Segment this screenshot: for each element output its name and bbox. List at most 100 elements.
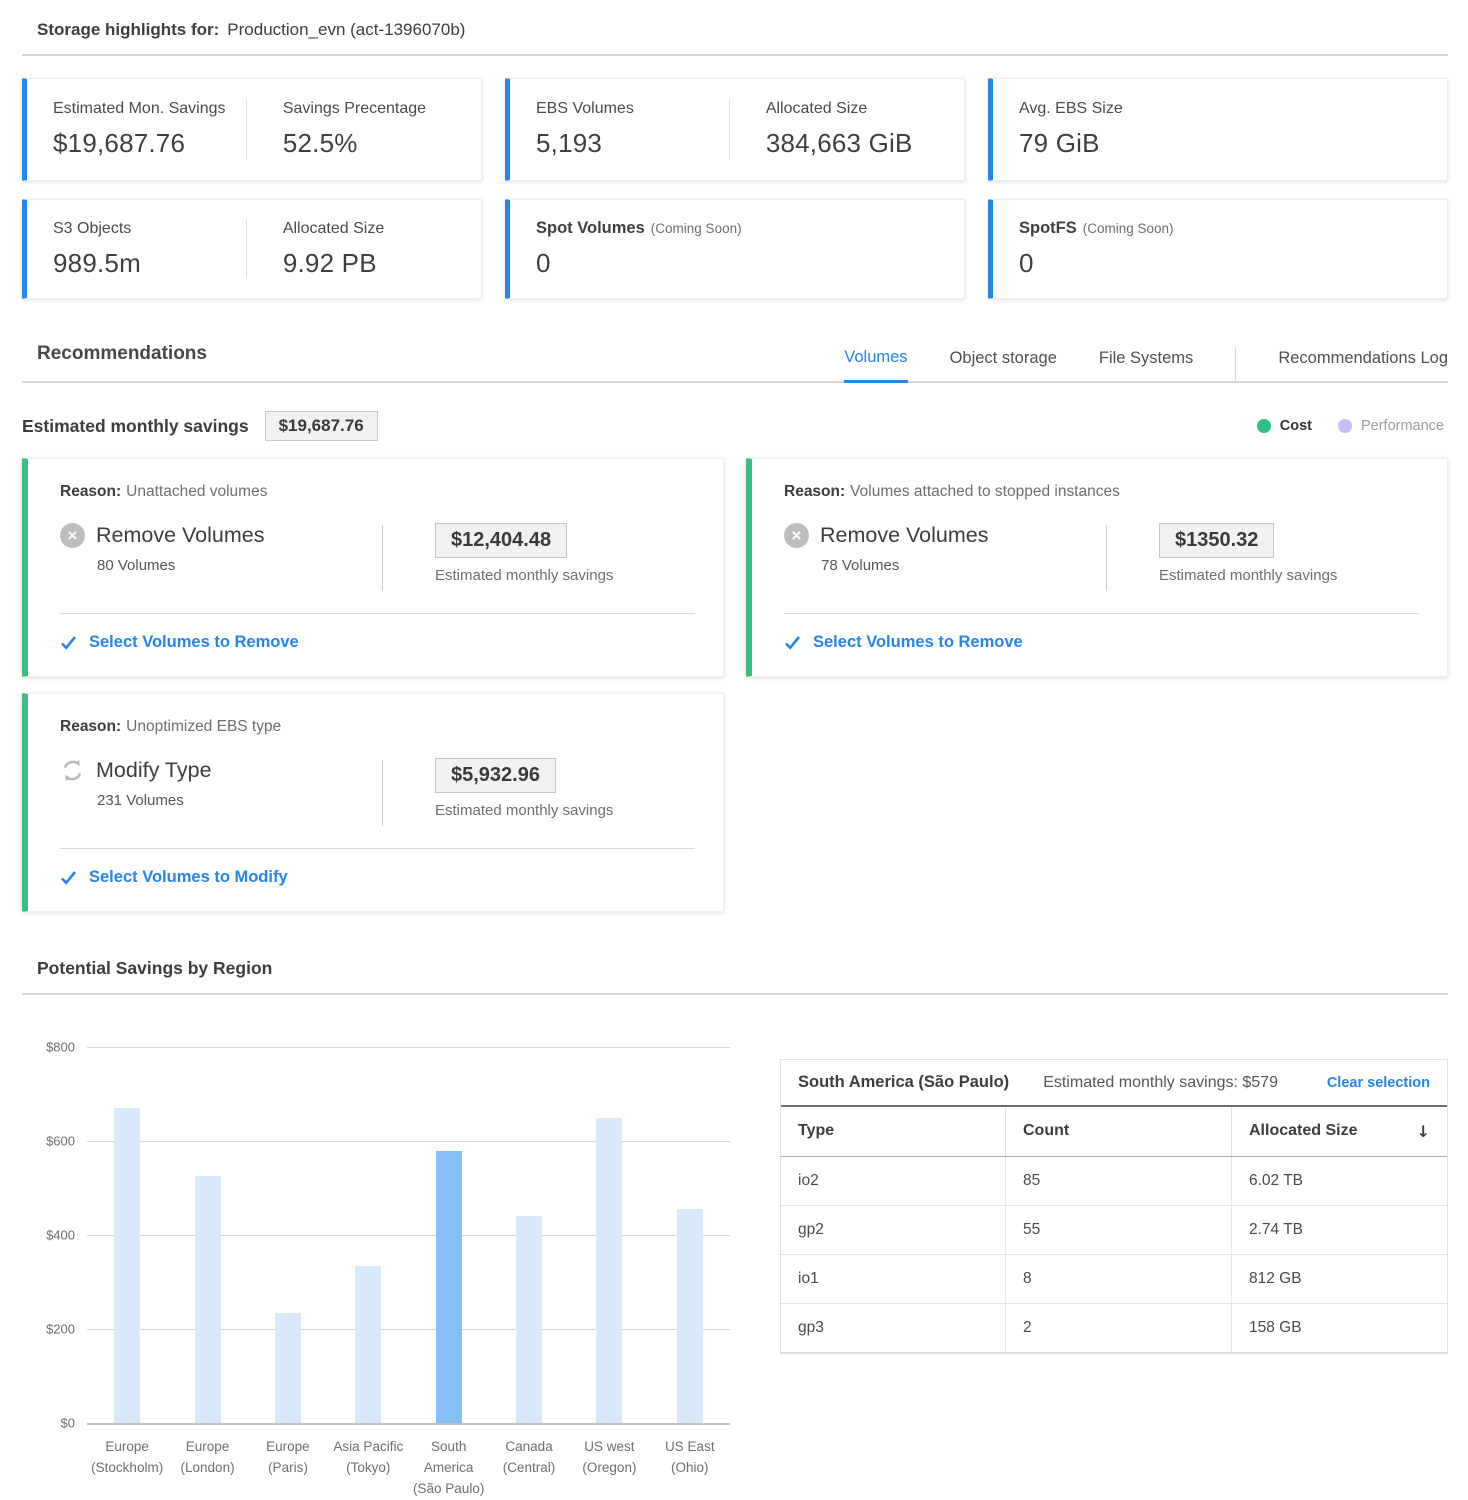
table-row: gp2 55 2.74 TB <box>781 1206 1447 1255</box>
stat-value: 5,193 <box>536 128 603 158</box>
savings-by-region-chart: $800 $600 $400 $200 $0 Europe (Stockholm) Euro… <box>25 1040 730 1500</box>
bar-slot <box>248 1047 328 1423</box>
bar-slot <box>489 1047 569 1423</box>
select-volumes-to-remove-link[interactable]: Select Volumes to Remove <box>60 614 695 671</box>
modify-refresh-icon <box>60 758 85 783</box>
rec-action-block: Modify Type 231 Volumes <box>60 758 382 826</box>
table-cell: 2 <box>1005 1304 1231 1352</box>
action-title: Remove Volumes <box>96 523 265 547</box>
table-row: io2 85 6.02 TB <box>781 1157 1447 1206</box>
link-label: Select Volumes to Remove <box>813 633 1023 651</box>
bar-us-west-oregon[interactable] <box>596 1117 623 1423</box>
table-cell: gp2 <box>798 1221 824 1238</box>
legend-item-cost[interactable]: Cost <box>1256 418 1312 434</box>
stat-value: 0 <box>536 248 551 278</box>
recommendation-card-unattached: Reason: Unattached volumes × Remove Volum… <box>22 458 724 677</box>
action-title: Remove Volumes <box>820 523 989 547</box>
table-cell: 2.74 TB <box>1231 1206 1447 1254</box>
tab-object-storage[interactable]: Object storage <box>949 349 1057 367</box>
amount-value: $12,404.48 <box>435 523 568 558</box>
stat: EBS Volumes 5,193 <box>536 100 729 159</box>
column-header-count[interactable]: Count <box>1005 1107 1231 1156</box>
volume-count: 80 Volumes <box>97 557 176 574</box>
tab-separator <box>1235 347 1237 381</box>
savings-value-badge: $19,687.76 <box>264 411 378 441</box>
select-volumes-to-remove-link[interactable]: Select Volumes to Remove <box>784 614 1419 671</box>
card-divider <box>60 613 695 614</box>
stat-label-line: SpotFS (Coming Soon) <box>1019 219 1174 238</box>
x-tick-label: US west (Oregon) <box>582 1439 637 1475</box>
stat-card-monthly-savings: Estimated Mon. Savings $19,687.76 Saving… <box>22 78 482 181</box>
rec-main: × Remove Volumes 78 Volumes $1350.32 Est… <box>784 523 1419 591</box>
recommendation-cards: Reason: Unattached volumes × Remove Volum… <box>22 458 1448 912</box>
recommendations-heading: Recommendations <box>37 343 207 364</box>
reason-text: Unattached volumes <box>126 483 268 500</box>
chart-y-axis: $800 $600 $400 $200 $0 <box>25 1040 75 1431</box>
table-cell: io2 <box>798 1172 819 1189</box>
rec-action-block: × Remove Volumes 78 Volumes <box>784 523 1106 591</box>
stat-card-avg-ebs-size: Avg. EBS Size 79 GiB <box>988 78 1448 181</box>
savings-label: Estimated monthly savings <box>22 415 249 436</box>
legend-label: Cost <box>1279 418 1312 434</box>
stat-value: 52.5% <box>282 128 358 158</box>
clear-selection-link[interactable]: Clear selection <box>1326 1074 1430 1091</box>
tab-file-systems[interactable]: File Systems <box>1098 349 1194 367</box>
stat-label: Spot Volumes <box>536 219 645 237</box>
stat-divider <box>245 220 247 278</box>
account-name: Production_evn (act-1396070b) <box>227 20 466 39</box>
x-tick-label: Europe (Paris) <box>266 1439 310 1475</box>
amount-caption: Estimated monthly savings <box>435 567 614 584</box>
bar-asia-pacific-tokyo[interactable] <box>355 1265 382 1423</box>
table-cell: 8 <box>1005 1255 1231 1303</box>
table-cell: 85 <box>1005 1157 1231 1205</box>
table-cell: gp3 <box>798 1319 824 1336</box>
tab-recommendations-log[interactable]: Recommendations Log <box>1278 349 1448 367</box>
volume-count: 231 Volumes <box>97 792 184 809</box>
rec-amount-block: $12,404.48 Estimated monthly savings <box>383 523 613 591</box>
amount-value: $1350.32 <box>1159 523 1275 558</box>
stat-card-spot-volumes: Spot Volumes (Coming Soon) 0 <box>505 199 965 299</box>
action-line: × Remove Volumes <box>60 523 382 548</box>
column-header-label: Allocated Size <box>1249 1122 1358 1139</box>
bar-slot <box>167 1047 247 1423</box>
select-volumes-to-modify-link[interactable]: Select Volumes to Modify <box>60 849 695 906</box>
stat-value: 79 GiB <box>1019 128 1100 158</box>
selected-region-title: South America (São Paulo) <box>798 1073 1010 1091</box>
sort-descending-icon[interactable]: ↓ <box>1416 1122 1430 1141</box>
legend-item-performance[interactable]: Performance <box>1337 418 1444 434</box>
gridline <box>87 1235 730 1236</box>
page-title: Storage highlights for: <box>37 20 220 39</box>
stat-label: Allocated Size <box>765 100 868 117</box>
bar-south-america-s-o-paulo[interactable] <box>435 1150 462 1423</box>
bar-europe-paris[interactable] <box>274 1312 301 1423</box>
card-divider <box>60 848 695 849</box>
x-tick-label: Asia Pacific (Tokyo) <box>333 1439 404 1475</box>
table-cell: 55 <box>1005 1206 1231 1254</box>
link-label: Select Volumes to Remove <box>89 633 299 651</box>
stat-value: 989.5m <box>53 247 141 278</box>
stat-card-spotfs: SpotFS (Coming Soon) 0 <box>988 199 1448 299</box>
stat-label: Savings Precentage <box>282 100 427 117</box>
reason-line: Reason: Unattached volumes <box>60 483 695 501</box>
bar-europe-stockholm[interactable] <box>114 1108 141 1423</box>
bar-canada-central[interactable] <box>516 1216 543 1423</box>
bar-us-east-ohio[interactable] <box>676 1209 703 1423</box>
bar-europe-london[interactable] <box>194 1176 221 1423</box>
region-section-header: Potential Savings by Region <box>22 958 1448 995</box>
stat-label: SpotFS <box>1019 219 1077 237</box>
y-tick-label: $0 <box>60 1415 75 1431</box>
reason-line: Reason: Volumes attached to stopped insta… <box>784 483 1419 501</box>
stat-value: $19,687.76 <box>53 128 186 158</box>
x-tick-label: Europe (London) <box>180 1439 235 1475</box>
stat-label: S3 Objects <box>53 219 132 237</box>
recommendations-header: Recommendations Volumes Object storage F… <box>22 343 1448 383</box>
column-header-allocated-size[interactable]: Allocated Size ↓ <box>1231 1107 1447 1156</box>
stat: S3 Objects 989.5m <box>53 220 246 279</box>
column-header-type[interactable]: Type <box>798 1122 835 1139</box>
amount-caption: Estimated monthly savings <box>435 802 614 819</box>
reason-label: Reason: <box>60 483 122 500</box>
y-tick-label: $200 <box>46 1321 75 1337</box>
table-cell: 812 GB <box>1231 1255 1447 1303</box>
tab-volumes[interactable]: Volumes <box>844 348 908 383</box>
